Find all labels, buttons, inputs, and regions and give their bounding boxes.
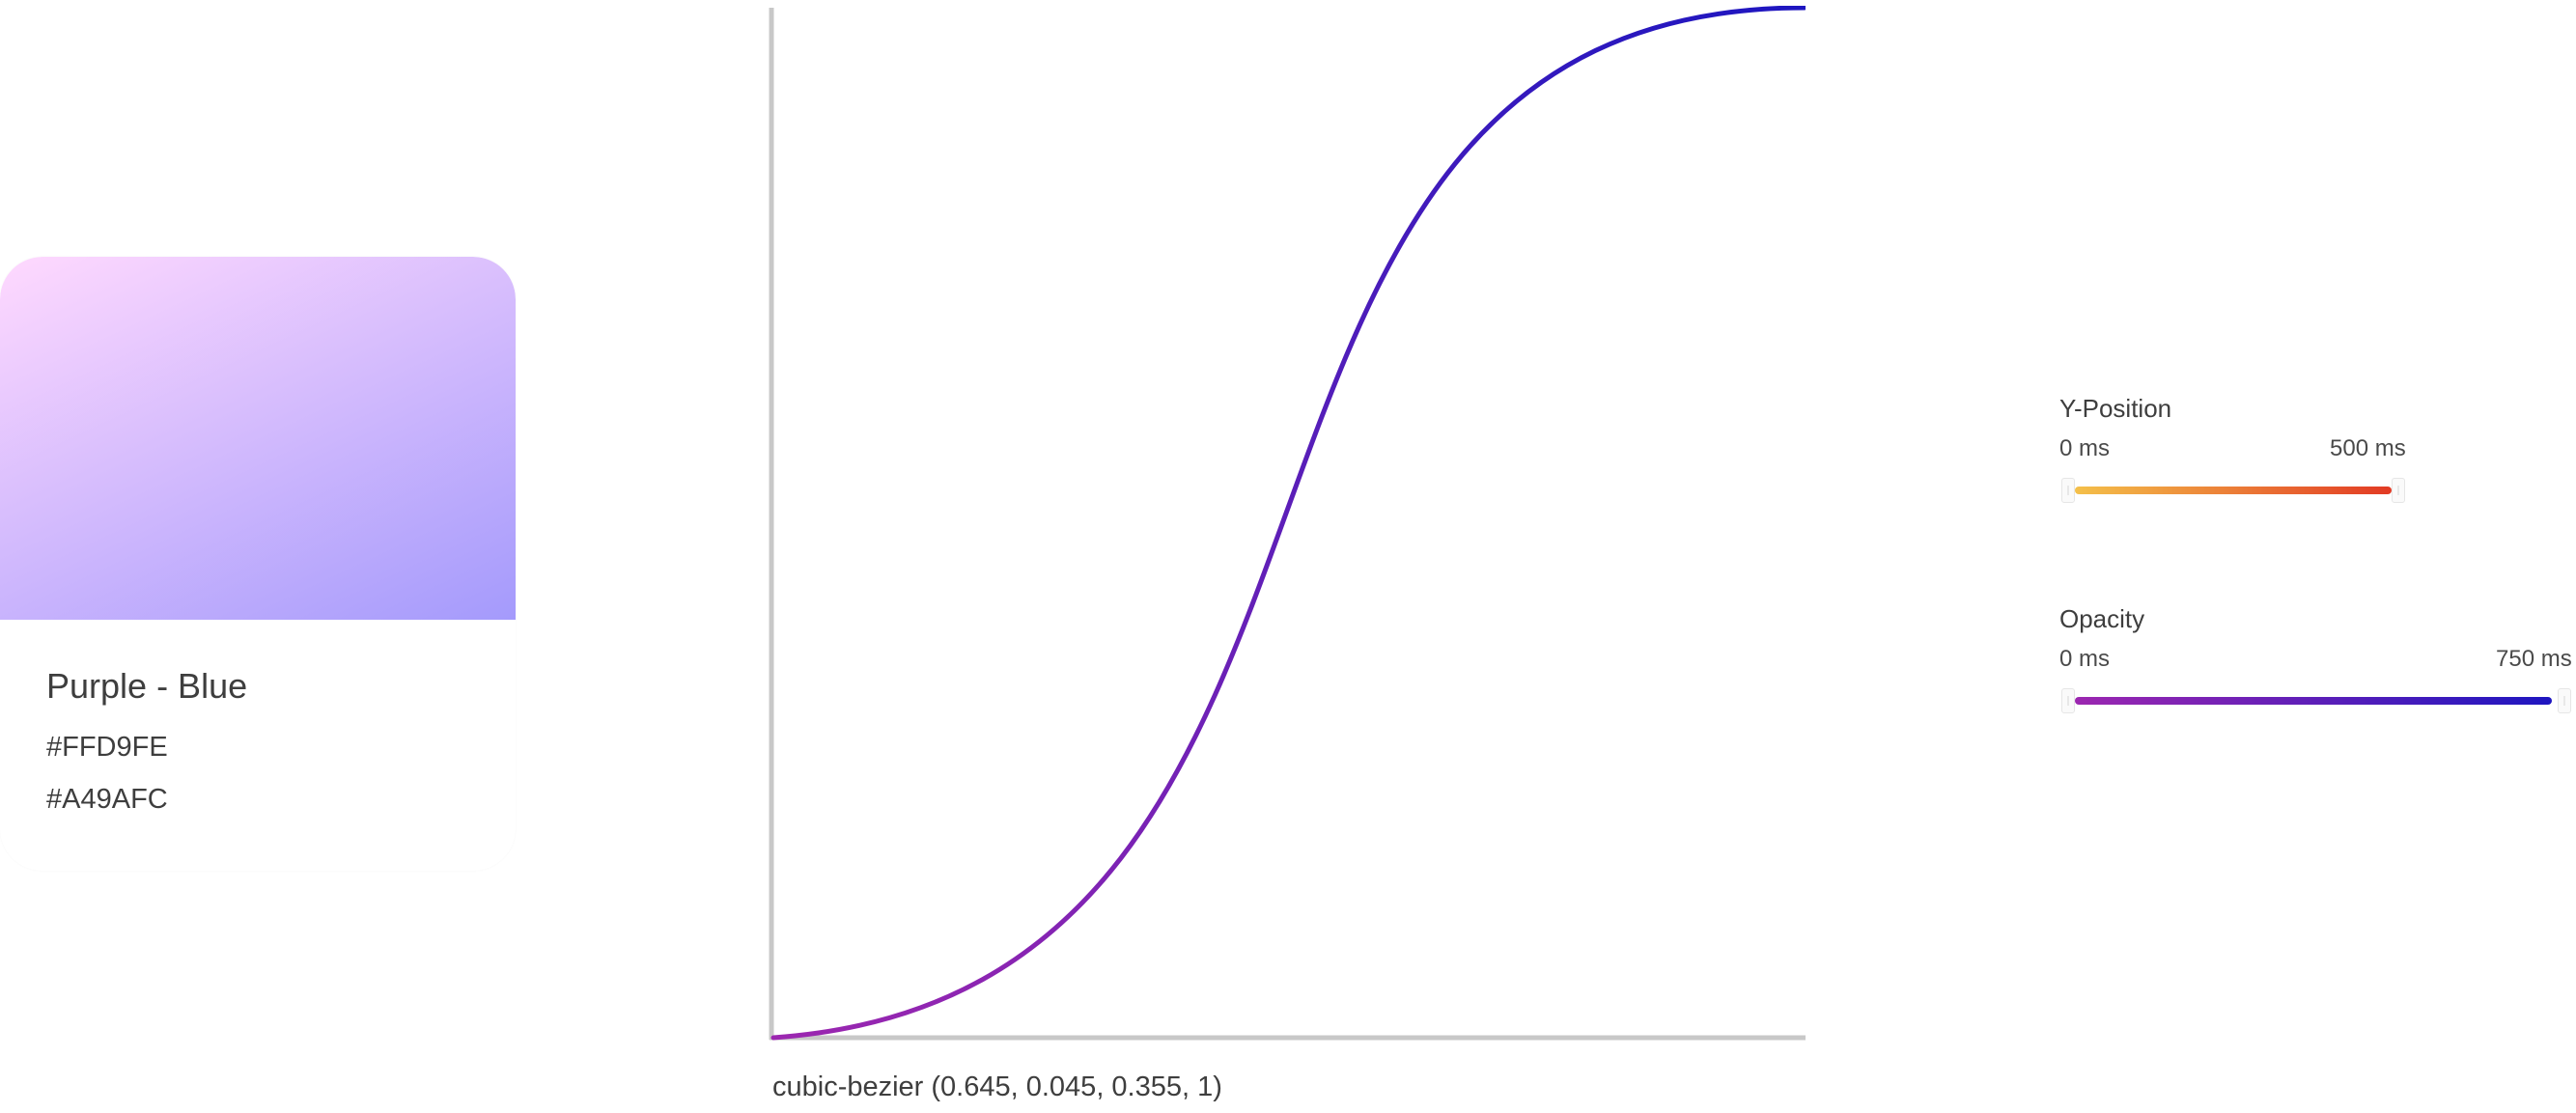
opacity-start-handle[interactable] bbox=[2061, 688, 2075, 713]
opacity-title: Opacity bbox=[2059, 604, 2145, 633]
gradient-card[interactable]: Purple - Blue #FFD9FE #A49AFC bbox=[0, 257, 516, 871]
easing-curve-graph bbox=[769, 6, 1806, 1043]
opacity-duration-bar[interactable] bbox=[2075, 697, 2552, 705]
y-position-end-handle[interactable] bbox=[2392, 478, 2405, 503]
y-position-title: Y-Position bbox=[2059, 394, 2172, 423]
y-position-track[interactable] bbox=[2059, 478, 2576, 505]
opacity-timeline: Opacity 0 ms 750 ms bbox=[2059, 604, 2576, 715]
easing-curve-line bbox=[770, 6, 1806, 1041]
y-position-end-time: 500 ms bbox=[2330, 435, 2406, 461]
curve-caption: cubic-bezier (0.645, 0.045, 0.355, 1) bbox=[772, 1071, 1222, 1102]
opacity-start-time: 0 ms bbox=[2059, 646, 2111, 672]
gradient-start-color: #FFD9FE bbox=[46, 732, 168, 763]
opacity-end-handle[interactable] bbox=[2558, 688, 2571, 713]
opacity-end-time: 750 ms bbox=[2496, 646, 2572, 672]
y-position-timeline: Y-Position 0 ms 500 ms bbox=[2059, 394, 2576, 505]
curve-svg bbox=[769, 6, 1806, 1041]
opacity-times: 0 ms 750 ms bbox=[2059, 646, 2576, 679]
y-position-times: 0 ms 500 ms bbox=[2059, 435, 2576, 468]
y-position-start-handle[interactable] bbox=[2061, 478, 2075, 503]
y-position-duration-bar[interactable] bbox=[2075, 487, 2392, 494]
gradient-name: Purple - Blue bbox=[46, 666, 248, 706]
gradient-swatch bbox=[0, 257, 516, 620]
opacity-track[interactable] bbox=[2059, 688, 2576, 715]
y-position-start-time: 0 ms bbox=[2059, 435, 2111, 461]
gradient-end-color: #A49AFC bbox=[46, 784, 168, 815]
